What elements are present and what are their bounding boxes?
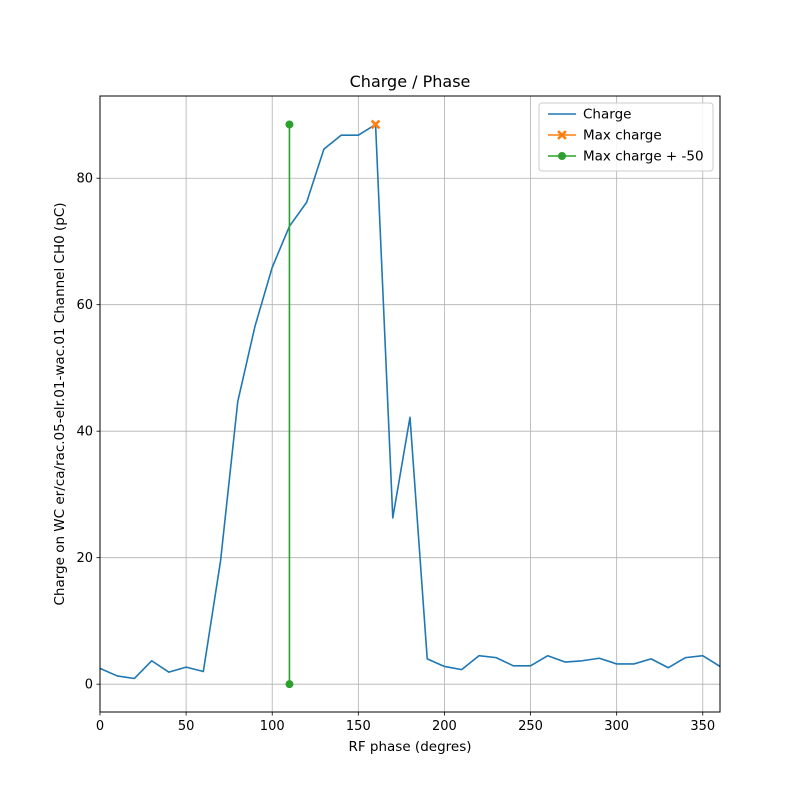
legend: Charge Max charge Max charge + -50 [538,102,714,172]
x-tick-label: 250 [518,719,543,734]
x-tick-label: 0 [96,719,104,734]
chart-title: Charge / Phase [350,72,471,91]
y-tick-label: 60 [76,298,93,313]
x-tick-label: 100 [260,719,285,734]
x-tick-label: 50 [178,719,195,734]
y-tick-label: 80 [76,172,93,187]
x-axis-label: RF phase (degres) [348,739,471,755]
legend-marker-2 [557,130,567,140]
x-tick-label: 350 [690,719,715,734]
y-axis-label: Charge on WC er/ca/rac.05-elr.01-wac.01 … [52,202,68,605]
y-tick-label: 0 [85,678,93,693]
series-layer [99,119,721,689]
plot-frame [99,95,721,713]
series-point-2 [370,119,381,130]
legend-marker-3 [558,152,566,160]
grid [99,96,720,712]
x-tick-label: 200 [432,719,457,734]
legend-label-3: Max charge + -50 [583,149,704,165]
ticks: 0 50 100 150 200 250 300 350 0 20 40 60 80 [76,172,715,734]
series-point-3 [285,680,294,689]
series-line-1 [99,123,721,680]
legend-label-1: Charge [583,107,631,123]
legend-label-2: Max charge [583,128,662,144]
y-tick-label: 40 [76,425,93,440]
x-tick-label: 300 [604,719,629,734]
series-point-3 [285,120,294,129]
x-tick-label: 150 [346,719,371,734]
y-tick-label: 20 [76,551,93,566]
legend-frame [538,102,714,172]
